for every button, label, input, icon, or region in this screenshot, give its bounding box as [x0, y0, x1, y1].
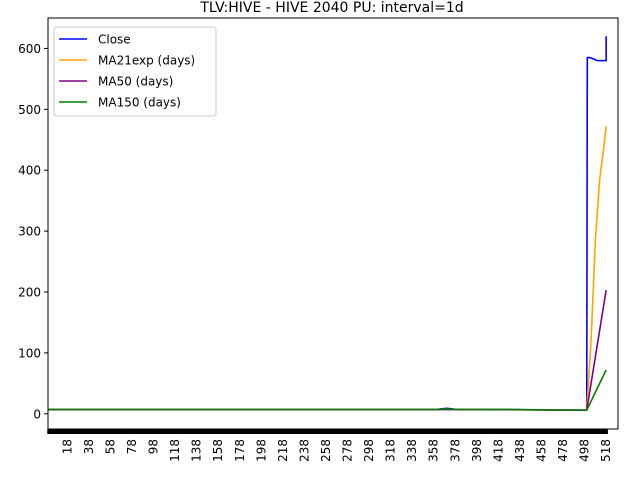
x-tick-label: 438	[513, 439, 527, 462]
x-tick-label: 398	[470, 439, 484, 462]
x-tick-label: 18	[60, 439, 74, 454]
legend-box	[53, 26, 217, 117]
x-axis: 18 38 58 78 98 118 138 158 178 198 218 238 258 278 298…	[47, 429, 613, 462]
x-tick-label: 458	[534, 439, 548, 462]
x-tick-label: 198	[254, 439, 268, 462]
y-tick-label: 300	[18, 225, 41, 239]
y-tick-label: 200	[18, 286, 41, 300]
x-tick-label: 378	[448, 439, 462, 462]
x-tick-label: 58	[103, 439, 117, 454]
x-tick-label: 318	[384, 439, 398, 462]
x-tick-label: 78	[125, 439, 139, 454]
x-tick-label: 278	[341, 439, 355, 462]
y-axis: 0 100 200 300 400 500 600	[18, 42, 48, 421]
series-group	[48, 36, 607, 411]
x-tick-label: 418	[491, 439, 505, 462]
legend-label: MA50 (days)	[98, 75, 173, 89]
x-tick-label: 518	[599, 439, 613, 462]
legend-label: MA150 (days)	[98, 96, 181, 110]
x-tick-label: 478	[556, 439, 570, 462]
x-tick-label: 38	[82, 439, 96, 454]
x-tick-label: 258	[319, 439, 333, 462]
series-line-ma150-days	[48, 369, 607, 411]
y-tick-label: 400	[18, 164, 41, 178]
x-tick-label: 358	[427, 439, 441, 462]
y-tick-label: 100	[18, 346, 41, 360]
x-tick-label: 98	[147, 439, 161, 454]
x-tick-label: 498	[578, 439, 592, 462]
x-tick-label: 338	[405, 439, 419, 462]
series-line-ma21exp-days	[48, 126, 607, 411]
chart-title: TLV:HIVE - HIVE 2040 PU: interval=1d	[199, 0, 463, 16]
x-tick-label: 178	[233, 439, 247, 462]
series-line-ma50-days	[48, 290, 607, 411]
legend: Close MA21exp (days) MA50 (days) MA150 (day…	[53, 26, 217, 117]
y-tick-label: 600	[18, 42, 41, 56]
x-tick-label: 298	[362, 439, 376, 462]
x-tick-label: 158	[211, 439, 225, 462]
legend-label: MA21exp (days)	[98, 54, 195, 68]
x-tick-label: 238	[297, 439, 311, 462]
y-tick-label: 500	[18, 103, 41, 117]
y-tick-label: 0	[33, 407, 41, 421]
plot-frame	[47, 17, 619, 430]
x-tick-label: 118	[168, 439, 182, 462]
legend-label: Close	[98, 33, 131, 47]
x-tick-label: 218	[276, 439, 290, 462]
x-tick-label: 138	[190, 439, 204, 462]
